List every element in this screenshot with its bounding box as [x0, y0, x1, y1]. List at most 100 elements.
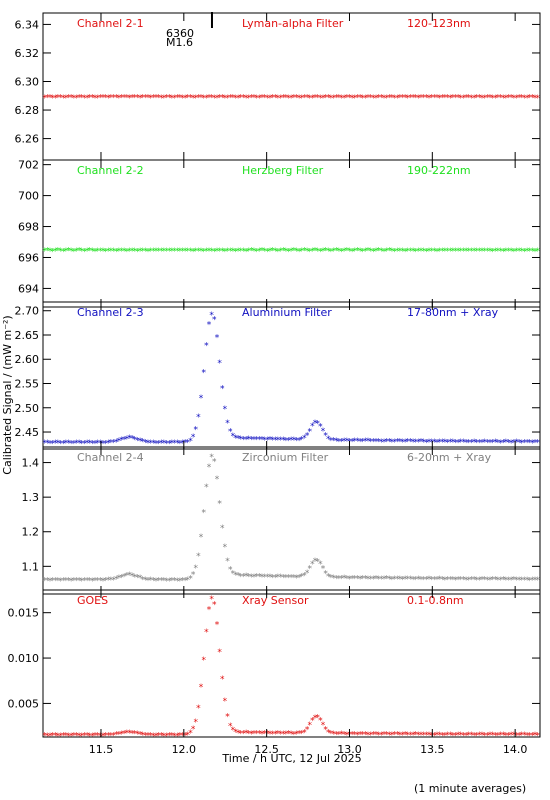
data-point: *: [453, 93, 458, 103]
data-point: *: [204, 628, 209, 638]
data-point: *: [337, 437, 342, 447]
data-point: *: [95, 439, 100, 449]
data-point: *: [467, 94, 472, 104]
data-point: *: [520, 247, 525, 257]
data-point: *: [80, 732, 85, 742]
data-point: *: [384, 94, 389, 104]
data-point: *: [520, 576, 525, 586]
data-point: *: [384, 731, 389, 741]
data-point: *: [482, 247, 487, 257]
data-point: *: [496, 438, 501, 448]
data-point: *: [85, 576, 90, 586]
data-point: *: [276, 94, 281, 104]
data-point: *: [400, 438, 405, 448]
data-point: *: [496, 732, 501, 742]
data-point: *: [220, 675, 225, 685]
data-point: *: [164, 247, 169, 257]
data-point: *: [178, 439, 183, 449]
data-point: *: [56, 439, 61, 449]
data-point: *: [406, 438, 411, 448]
data-point: *: [268, 730, 273, 740]
data-point: *: [268, 94, 273, 104]
data-point: *: [241, 572, 246, 582]
data-point: *: [331, 437, 336, 447]
data-point: *: [517, 732, 522, 742]
data-point: *: [530, 439, 535, 449]
data-point: *: [276, 573, 281, 583]
data-point: *: [400, 247, 405, 257]
data-point: *: [448, 247, 453, 257]
data-point: *: [329, 247, 334, 257]
data-point: *: [368, 731, 373, 741]
data-point: *: [363, 94, 368, 104]
data-point: *: [506, 576, 511, 586]
data-point: *: [376, 437, 381, 447]
data-point: *: [313, 247, 318, 257]
data-point: *: [159, 247, 164, 257]
data-point: *: [170, 439, 175, 449]
data-point: *: [482, 438, 487, 448]
data-point: *: [345, 247, 350, 257]
data-point: *: [535, 247, 540, 257]
data-point: *: [268, 573, 273, 583]
data-point: *: [398, 247, 403, 257]
data-point: *: [111, 731, 116, 741]
data-point: *: [175, 247, 180, 257]
data-point: *: [337, 247, 342, 257]
data-point: *: [53, 94, 58, 104]
data-point: *: [456, 439, 461, 449]
data-point: *: [143, 576, 148, 586]
data-point: *: [72, 439, 77, 449]
data-point: *: [193, 247, 198, 257]
band-label: 120-123nm: [407, 17, 471, 30]
data-point: *: [459, 438, 464, 448]
x-tick-label: 14.0: [503, 743, 528, 756]
data-point: *: [146, 576, 151, 586]
data-point: *: [199, 394, 204, 404]
data-point: *: [527, 439, 532, 449]
data-point: *: [122, 573, 127, 583]
data-point: *: [103, 439, 108, 449]
data-point: *: [48, 247, 53, 257]
data-point: *: [186, 576, 191, 586]
data-point: *: [289, 730, 294, 740]
data-point: *: [225, 247, 230, 257]
data-point: *: [331, 730, 336, 740]
y-tick-label: 6.34: [15, 18, 40, 31]
data-point: *: [509, 439, 514, 449]
data-point: *: [236, 94, 241, 104]
data-point: *: [427, 247, 432, 257]
data-point: *: [239, 572, 244, 582]
data-point: *: [400, 93, 405, 103]
data-point: *: [217, 247, 222, 257]
data-point: *: [109, 94, 114, 104]
panel-frame: [42, 159, 541, 308]
data-point: *: [247, 572, 252, 582]
data-point: *: [318, 560, 323, 570]
y-tick-label: 2.45: [15, 426, 40, 439]
data-point: *: [461, 94, 466, 104]
data-point: *: [249, 435, 254, 445]
data-point: *: [474, 731, 479, 741]
data-point: *: [125, 435, 130, 445]
data-point: *: [183, 576, 188, 586]
data-point: *: [87, 247, 92, 257]
data-point: *: [302, 434, 307, 444]
data-point: *: [435, 731, 440, 741]
data-point: *: [294, 247, 299, 257]
panel-frame: [42, 12, 541, 161]
data-point: *: [178, 577, 183, 587]
y-tick-label: 2.65: [15, 329, 40, 342]
data-point: *: [472, 438, 477, 448]
data-point: *: [504, 731, 509, 741]
y-axis-title: Calibrated Signal / (mW m⁻²): [1, 315, 14, 474]
data-point: *: [239, 435, 244, 445]
data-point: *: [490, 731, 495, 741]
data-point: *: [196, 552, 201, 562]
panel-frame: [42, 589, 541, 738]
data-point: *: [321, 247, 326, 257]
data-point: *: [525, 94, 530, 104]
data-point: *: [480, 438, 485, 448]
data-point: *: [337, 575, 342, 585]
data-point: *: [225, 94, 230, 104]
